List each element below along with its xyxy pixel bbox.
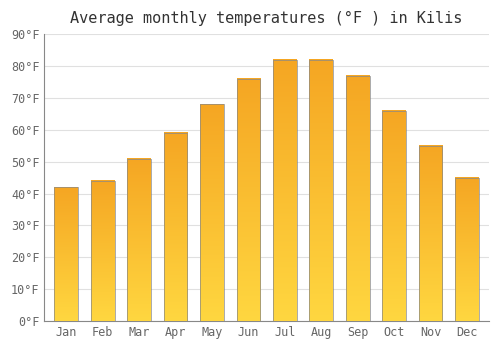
Bar — [91, 181, 114, 321]
Bar — [273, 60, 296, 321]
Title: Average monthly temperatures (°F ) in Kilis: Average monthly temperatures (°F ) in Ki… — [70, 11, 463, 26]
Bar — [455, 178, 479, 321]
Bar — [236, 79, 260, 321]
Bar — [128, 159, 151, 321]
Bar — [54, 187, 78, 321]
Bar — [310, 60, 333, 321]
Bar — [164, 133, 188, 321]
Bar — [382, 111, 406, 321]
Bar — [200, 104, 224, 321]
Bar — [419, 146, 442, 321]
Bar — [346, 76, 370, 321]
